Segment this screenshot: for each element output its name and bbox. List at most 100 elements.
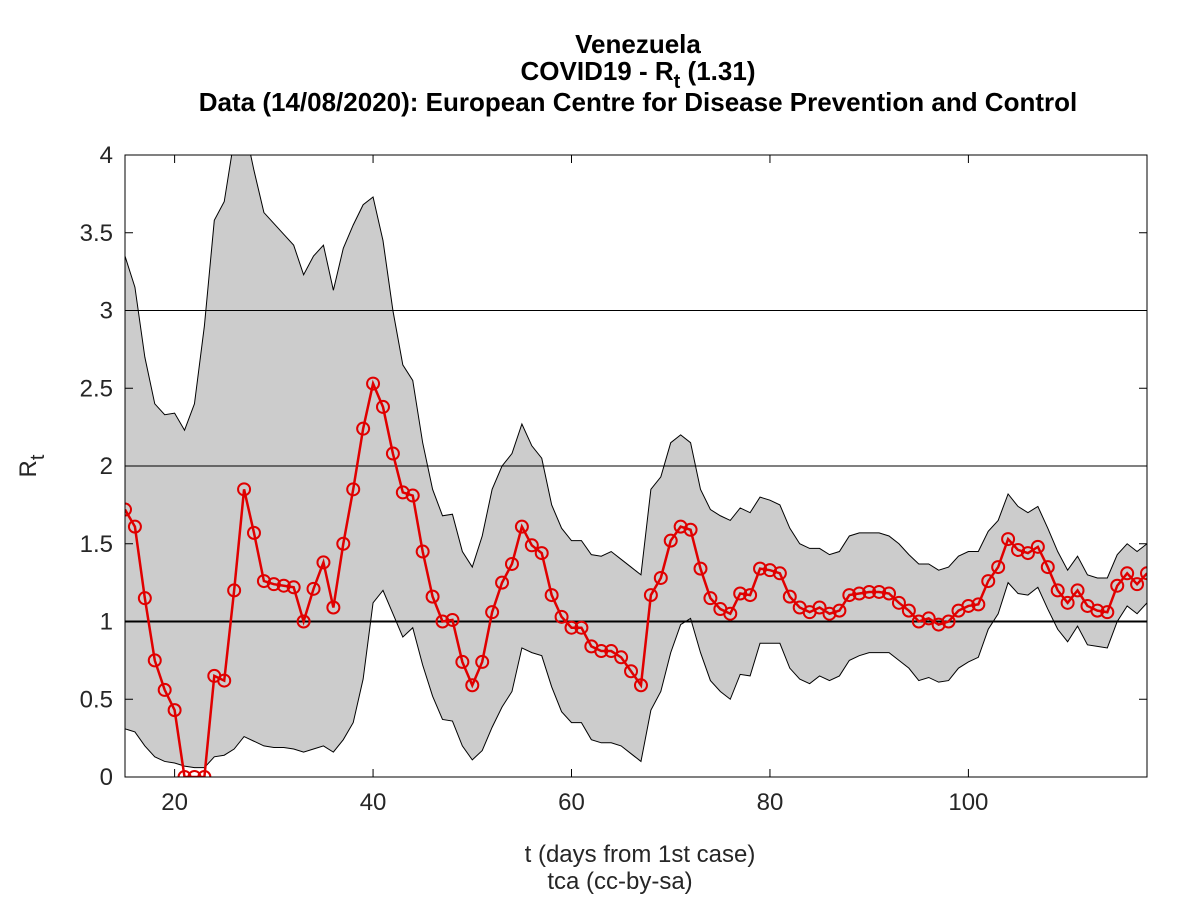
y-tick-label: 2.5 xyxy=(80,375,113,402)
data-point xyxy=(1140,566,1147,581)
y-label-subscript: t xyxy=(27,454,49,460)
data-point xyxy=(1090,603,1105,618)
data-point xyxy=(485,605,500,620)
band-edge xyxy=(125,155,1147,579)
data-point xyxy=(812,600,827,615)
y-tick-label: 1.5 xyxy=(80,531,113,558)
y-tick-label: 0.5 xyxy=(80,686,113,713)
data-point xyxy=(653,570,668,585)
data-point xyxy=(564,620,579,635)
data-point xyxy=(455,654,470,669)
data-point xyxy=(723,606,738,621)
data-point xyxy=(1060,595,1075,610)
data-point xyxy=(753,561,768,576)
data-point xyxy=(385,446,400,461)
data-point xyxy=(921,611,936,626)
confidence-band xyxy=(125,155,1147,768)
data-point xyxy=(435,614,450,629)
data-point xyxy=(346,482,361,497)
y-axis-label: Rt xyxy=(15,454,49,477)
data-point xyxy=(882,586,897,601)
y-tick-label: 3 xyxy=(100,298,113,325)
data-point xyxy=(1120,566,1135,581)
data-point xyxy=(614,650,629,665)
data-point xyxy=(405,488,420,503)
y-tick-label: 1 xyxy=(100,609,113,636)
chart-source: Data (14/08/2020): European Centre for D… xyxy=(199,87,1077,117)
data-point xyxy=(237,482,252,497)
data-point xyxy=(782,589,797,604)
data-point xyxy=(306,581,321,596)
data-point xyxy=(941,614,956,629)
data-point xyxy=(574,620,589,635)
data-point xyxy=(872,584,887,599)
data-point xyxy=(316,555,331,570)
y-tick-label: 3.5 xyxy=(80,220,113,247)
data-point xyxy=(514,519,529,534)
data-point xyxy=(286,580,301,595)
x-tick-label: 20 xyxy=(161,789,188,816)
data-point xyxy=(137,591,152,606)
data-point xyxy=(1030,539,1045,554)
data-point xyxy=(1070,583,1085,598)
x-tick-label: 60 xyxy=(558,789,585,816)
data-point xyxy=(1050,583,1065,598)
data-point xyxy=(1100,605,1115,620)
data-point xyxy=(425,589,440,604)
x-tick-label: 100 xyxy=(948,789,988,816)
chart-subtitle: COVID19 - Rt (1.31) xyxy=(521,56,756,93)
data-point xyxy=(554,609,569,624)
plot-area xyxy=(125,155,1147,777)
data-point xyxy=(296,614,311,629)
data-point xyxy=(891,595,906,610)
data-point xyxy=(276,578,291,593)
data-point xyxy=(733,586,748,601)
x-tick-label: 80 xyxy=(757,789,784,816)
data-point xyxy=(1001,532,1016,547)
data-point xyxy=(981,574,996,589)
data-point xyxy=(852,586,867,601)
data-point xyxy=(842,588,857,603)
data-point xyxy=(1130,577,1145,592)
data-point xyxy=(772,566,787,581)
data-point xyxy=(356,421,371,436)
data-point xyxy=(167,703,182,718)
subtitle-text: (1.31) xyxy=(680,56,755,86)
y-tick-label: 0 xyxy=(100,764,113,791)
data-point xyxy=(683,522,698,537)
data-point xyxy=(415,544,430,559)
data-point xyxy=(624,664,639,679)
y-tick-label: 2 xyxy=(100,453,113,480)
data-point xyxy=(157,682,172,697)
data-point xyxy=(604,644,619,659)
data-point xyxy=(187,770,202,777)
data-point xyxy=(971,597,986,612)
data-point xyxy=(544,588,559,603)
data-point xyxy=(246,525,261,540)
data-point xyxy=(743,588,758,603)
data-point xyxy=(326,600,341,615)
y-tick-label: 4 xyxy=(100,142,113,169)
data-point xyxy=(475,654,490,669)
data-point xyxy=(991,560,1006,575)
y-label-text: R xyxy=(15,460,42,477)
data-point xyxy=(125,502,132,517)
data-point xyxy=(703,591,718,606)
data-point xyxy=(147,653,162,668)
data-point xyxy=(643,588,658,603)
x-tick-label: 40 xyxy=(360,789,387,816)
data-point xyxy=(862,584,877,599)
data-point xyxy=(177,770,192,777)
data-point xyxy=(832,603,847,618)
data-point xyxy=(495,575,510,590)
data-point xyxy=(663,533,678,548)
data-point xyxy=(465,678,480,693)
data-point xyxy=(594,644,609,659)
data-point xyxy=(901,603,916,618)
data-point xyxy=(961,598,976,613)
data-point xyxy=(633,678,648,693)
caption: tca (cc-by-sa) xyxy=(547,868,692,895)
band-edge xyxy=(125,581,1147,769)
subtitle-subscript: t xyxy=(674,71,681,93)
